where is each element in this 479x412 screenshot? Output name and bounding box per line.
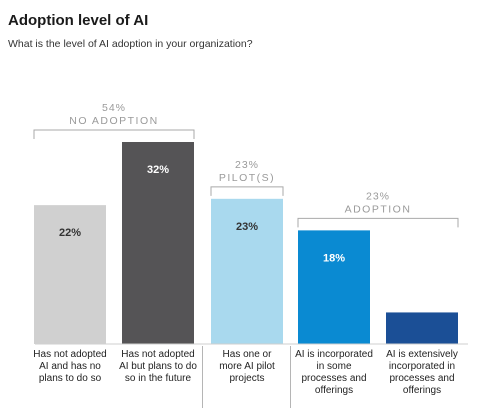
bars-layer: 22% 32% 23% 18% <box>34 142 458 344</box>
group-percent-3: 23% <box>366 190 390 202</box>
group-name-3: ADOPTION <box>345 203 412 215</box>
category-label-1: Has not adopted AI and has no plans to do … <box>33 349 106 384</box>
category-label-4: AI is incorporated in some processes and of… <box>295 349 373 396</box>
category-label-3: Has one or more AI pilot projects <box>219 349 275 384</box>
group-name-1: NO ADOPTION <box>69 115 158 127</box>
bar-3 <box>211 198 283 344</box>
bar-4 <box>298 230 370 344</box>
group-percent-1: 54% <box>102 102 126 114</box>
group-bracket-1 <box>33 129 195 139</box>
bar-1 <box>34 205 106 344</box>
category-label-5: AI is extensively incorporated in processe… <box>386 349 458 396</box>
bar-value-label-1: 22% <box>59 227 81 239</box>
group-percent-2: 23% <box>235 159 259 171</box>
chart-subtitle: What is the level of AI adoption in your… <box>8 38 253 50</box>
bar-2 <box>122 142 194 344</box>
group-bracket-3 <box>297 217 459 228</box>
bar-5 <box>386 312 458 344</box>
category-labels: Has not adopted AI and has no plans to do … <box>33 346 458 408</box>
group-name-2: PILOT(S) <box>219 172 275 184</box>
category-label-2: Has not adopted AI but plans to do so in t… <box>119 349 197 384</box>
bar-value-label-2: 32% <box>147 164 169 176</box>
group-bracket-2 <box>210 186 284 196</box>
bar-value-label-3: 23% <box>236 221 258 233</box>
chart-title: Adoption level of AI <box>8 12 148 29</box>
bar-value-label-4: 18% <box>323 252 345 264</box>
